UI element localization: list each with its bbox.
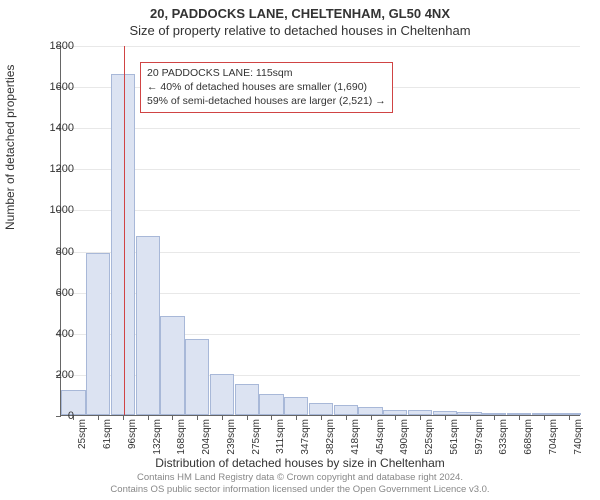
ytick-label: 0 [34,410,74,422]
histogram-bar [334,405,358,415]
xtick-label: 311sqm [275,419,286,454]
xtick-label: 25sqm [77,419,88,449]
histogram-bar [358,407,382,415]
xtick-mark [296,415,297,420]
reference-line [124,46,125,415]
annotation-line1: 20 PADDOCKS LANE: 115sqm [147,66,386,80]
histogram-bar [235,384,259,415]
footer-line2: Contains OS public sector information li… [0,484,600,496]
histogram-bar [210,374,234,415]
xtick-mark [519,415,520,420]
xtick-label: 668sqm [523,419,534,455]
xtick-mark [494,415,495,420]
ytick-label: 800 [34,246,74,258]
xtick-mark [371,415,372,420]
gridline [61,210,580,211]
gridline [61,169,580,170]
xtick-mark [148,415,149,420]
histogram-bar [259,394,283,415]
chart-area: 25sqm61sqm96sqm132sqm168sqm204sqm239sqm2… [60,46,580,416]
xtick-label: 132sqm [152,419,163,455]
histogram-bar [86,253,110,415]
xtick-mark [470,415,471,420]
annotation-line3: 59% of semi-detached houses are larger (… [147,94,386,108]
xtick-label: 597sqm [474,419,485,455]
chart-title-line1: 20, PADDOCKS LANE, CHELTENHAM, GL50 4NX [0,6,600,21]
annotation-line2: ← 40% of detached houses are smaller (1,… [147,80,386,94]
xtick-label: 168sqm [176,419,187,455]
footer-line1: Contains HM Land Registry data © Crown c… [0,472,600,484]
xtick-mark [346,415,347,420]
ytick-label: 200 [34,369,74,381]
ytick-label: 1400 [34,122,74,134]
xtick-mark [569,415,570,420]
x-axis-label: Distribution of detached houses by size … [0,456,600,470]
annotation-box: 20 PADDOCKS LANE: 115sqm ← 40% of detach… [140,62,393,113]
ytick-label: 1200 [34,163,74,175]
xtick-label: 382sqm [325,419,336,455]
xtick-label: 204sqm [201,419,212,455]
xtick-label: 704sqm [548,419,559,455]
histogram-bar [309,403,333,415]
xtick-label: 454sqm [375,419,386,455]
xtick-label: 490sqm [399,419,410,455]
xtick-mark [271,415,272,420]
xtick-label: 239sqm [226,419,237,455]
xtick-label: 561sqm [449,419,460,455]
chart-footer: Contains HM Land Registry data © Crown c… [0,472,600,496]
xtick-mark [222,415,223,420]
histogram-bar [160,316,184,415]
xtick-label: 61sqm [102,419,113,449]
xtick-label: 96sqm [127,419,138,449]
ytick-label: 1000 [34,204,74,216]
histogram-bar [111,74,135,415]
xtick-mark [172,415,173,420]
ytick-label: 600 [34,287,74,299]
histogram-bar [136,236,160,415]
xtick-mark [445,415,446,420]
xtick-mark [247,415,248,420]
ytick-label: 1800 [34,40,74,52]
xtick-mark [123,415,124,420]
xtick-mark [544,415,545,420]
xtick-label: 275sqm [251,419,262,455]
gridline [61,46,580,47]
xtick-mark [420,415,421,420]
chart-title-line2: Size of property relative to detached ho… [0,23,600,38]
xtick-mark [321,415,322,420]
gridline [61,128,580,129]
y-axis-label: Number of detached properties [3,65,17,230]
chart-title-block: 20, PADDOCKS LANE, CHELTENHAM, GL50 4NX … [0,0,600,38]
ytick-label: 1600 [34,81,74,93]
xtick-mark [197,415,198,420]
ytick-label: 400 [34,328,74,340]
xtick-label: 418sqm [350,419,361,455]
xtick-mark [395,415,396,420]
xtick-mark [98,415,99,420]
histogram-bar [185,339,209,415]
xtick-label: 740sqm [573,419,584,455]
xtick-label: 347sqm [300,419,311,455]
xtick-label: 525sqm [424,419,435,455]
histogram-bar [284,397,308,416]
xtick-label: 633sqm [498,419,509,455]
